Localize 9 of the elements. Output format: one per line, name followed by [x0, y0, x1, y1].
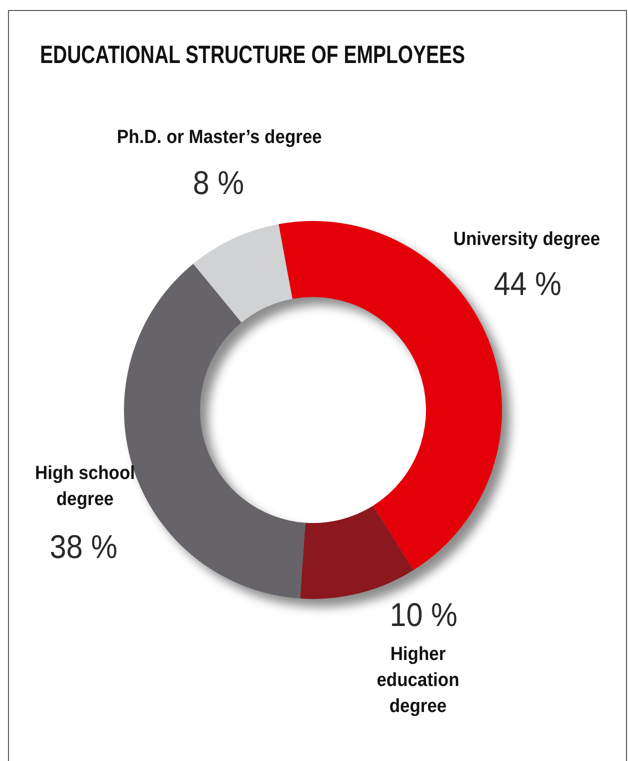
slice-label: Higher education degree: [376, 643, 460, 719]
data-label: 38 %: [50, 528, 118, 565]
data-label: 10 %: [390, 596, 458, 633]
chart-title: EDUCATIONAL STRUCTURE OF EMPLOYEES: [40, 40, 466, 70]
data-label: 44 %: [494, 265, 562, 302]
slice-label: Ph.D. or Master’s degree: [116, 126, 322, 150]
slice-label: University degree: [454, 228, 600, 252]
slice-label: High school degree: [34, 462, 136, 512]
data-label: 8 %: [192, 164, 244, 201]
